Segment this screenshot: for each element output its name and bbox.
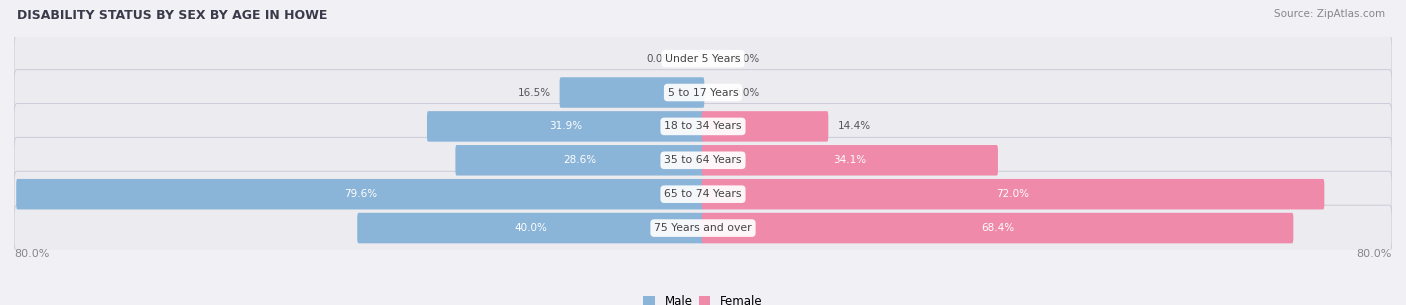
FancyBboxPatch shape	[456, 145, 704, 176]
FancyBboxPatch shape	[14, 171, 1392, 217]
Text: 5 to 17 Years: 5 to 17 Years	[668, 88, 738, 98]
Text: 28.6%: 28.6%	[564, 155, 596, 165]
FancyBboxPatch shape	[14, 138, 1392, 183]
Text: 68.4%: 68.4%	[981, 223, 1014, 233]
FancyBboxPatch shape	[14, 205, 1392, 251]
FancyBboxPatch shape	[357, 213, 704, 243]
Text: 40.0%: 40.0%	[515, 223, 547, 233]
Text: 34.1%: 34.1%	[834, 155, 866, 165]
FancyBboxPatch shape	[560, 77, 704, 108]
Text: DISABILITY STATUS BY SEX BY AGE IN HOWE: DISABILITY STATUS BY SEX BY AGE IN HOWE	[17, 9, 328, 22]
Text: 72.0%: 72.0%	[997, 189, 1029, 199]
Text: 18 to 34 Years: 18 to 34 Years	[664, 121, 742, 131]
Text: 65 to 74 Years: 65 to 74 Years	[664, 189, 742, 199]
Text: 0.0%: 0.0%	[733, 54, 759, 64]
FancyBboxPatch shape	[702, 213, 1294, 243]
Text: 0.0%: 0.0%	[647, 54, 673, 64]
FancyBboxPatch shape	[17, 179, 704, 210]
Text: 0.0%: 0.0%	[733, 88, 759, 98]
Text: Source: ZipAtlas.com: Source: ZipAtlas.com	[1274, 9, 1385, 19]
Legend: Male, Female: Male, Female	[638, 290, 768, 305]
FancyBboxPatch shape	[427, 111, 704, 142]
Text: 80.0%: 80.0%	[14, 249, 49, 259]
FancyBboxPatch shape	[702, 179, 1324, 210]
FancyBboxPatch shape	[702, 111, 828, 142]
FancyBboxPatch shape	[14, 70, 1392, 115]
Text: 35 to 64 Years: 35 to 64 Years	[664, 155, 742, 165]
Text: Under 5 Years: Under 5 Years	[665, 54, 741, 64]
FancyBboxPatch shape	[702, 145, 998, 176]
Text: 79.6%: 79.6%	[343, 189, 377, 199]
Text: 80.0%: 80.0%	[1357, 249, 1392, 259]
FancyBboxPatch shape	[14, 103, 1392, 149]
Text: 31.9%: 31.9%	[550, 121, 582, 131]
FancyBboxPatch shape	[14, 36, 1392, 81]
Text: 14.4%: 14.4%	[838, 121, 870, 131]
Text: 16.5%: 16.5%	[517, 88, 551, 98]
Text: 75 Years and over: 75 Years and over	[654, 223, 752, 233]
